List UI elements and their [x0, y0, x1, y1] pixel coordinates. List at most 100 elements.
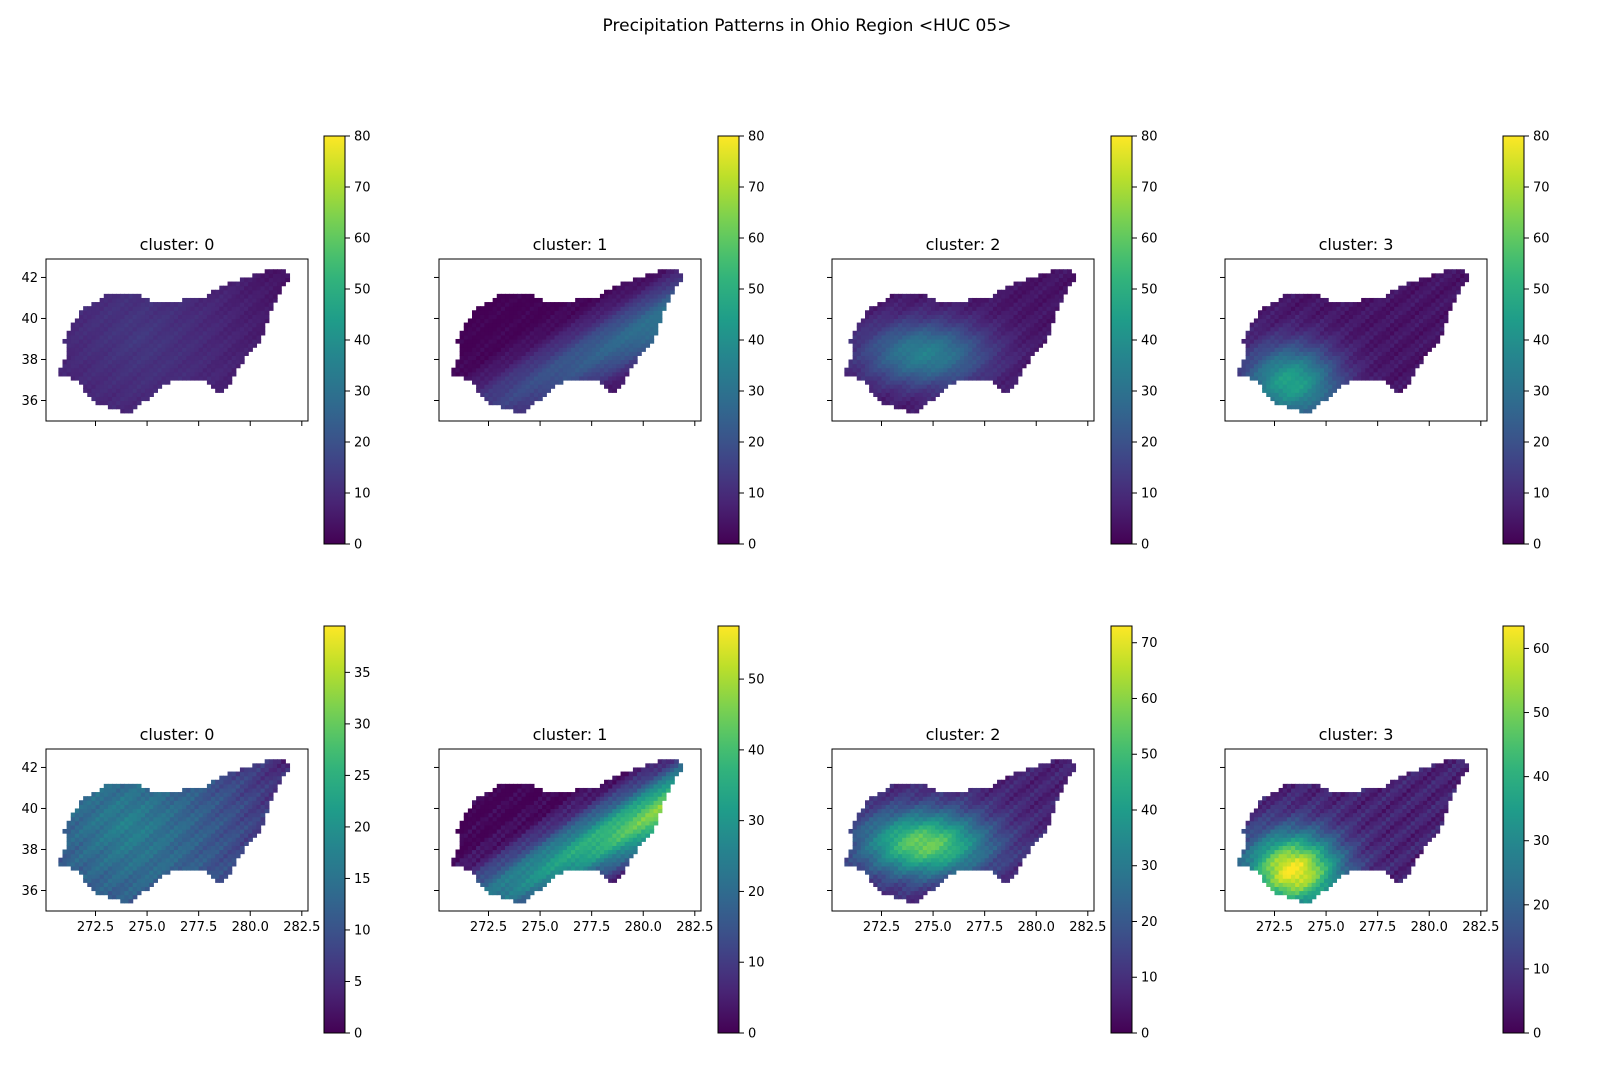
heatmap-cell	[1319, 306, 1325, 311]
heatmap-cell	[219, 314, 225, 320]
colorbar	[1502, 135, 1525, 545]
heatmap-cell	[1414, 314, 1420, 320]
heatmap-cell	[959, 351, 965, 356]
heatmap-cell	[898, 355, 903, 361]
heatmap-cell	[513, 302, 518, 307]
heatmap-cell	[538, 388, 543, 393]
heatmap-cell	[992, 293, 998, 299]
heatmap-cell	[591, 318, 597, 324]
heatmap-cell	[211, 384, 216, 389]
heatmap-cell	[869, 363, 874, 369]
heatmap-cell	[264, 277, 270, 283]
heatmap-cell	[885, 363, 891, 369]
heatmap-cell	[980, 363, 986, 369]
heatmap-cell	[538, 367, 543, 373]
heatmap-cell	[616, 314, 622, 320]
heatmap-cell	[865, 351, 870, 356]
heatmap-cell	[1435, 314, 1441, 320]
heatmap-cell	[620, 334, 626, 340]
heatmap-cell	[1303, 367, 1309, 373]
heatmap-cell	[198, 367, 204, 373]
heatmap-cell	[604, 371, 609, 377]
heatmap-cell	[1303, 293, 1309, 299]
colorbar-tick-label: 70	[354, 181, 371, 196]
heatmap-cell	[1373, 314, 1379, 320]
heatmap-cell	[66, 367, 72, 373]
heatmap-cell	[1001, 330, 1006, 336]
heatmap-cell	[99, 384, 105, 389]
heatmap-cell	[1050, 302, 1056, 307]
heatmap-cell	[881, 400, 887, 406]
heatmap-cell	[488, 359, 494, 365]
heatmap-cell	[922, 310, 928, 315]
heatmap-cell	[1377, 330, 1383, 336]
heatmap-cell	[1299, 388, 1304, 393]
heatmap-cell	[1295, 322, 1300, 328]
heatmap-cell	[277, 285, 282, 291]
heatmap-cell	[505, 351, 510, 356]
heatmap-cell	[132, 869, 138, 875]
heatmap-cell	[546, 330, 552, 336]
heatmap-cell	[178, 347, 183, 352]
heatmap-cell	[509, 375, 514, 381]
heatmap-cell	[1030, 326, 1035, 332]
heatmap-cell	[935, 347, 940, 352]
heatmap-cell	[488, 322, 494, 328]
heatmap-cell	[852, 334, 858, 340]
heatmap-cell	[70, 833, 76, 838]
heatmap-cell	[79, 804, 84, 810]
heatmap-cell	[624, 347, 630, 352]
heatmap-cell	[964, 330, 969, 336]
heatmap-cell	[1402, 351, 1408, 356]
heatmap-cell	[931, 338, 936, 344]
heatmap-cell	[244, 306, 249, 311]
heatmap-cell	[186, 371, 192, 377]
heatmap-cell	[1394, 318, 1399, 324]
heatmap-cell	[87, 869, 92, 875]
heatmap-cell	[554, 338, 560, 344]
heatmap-cell	[480, 322, 485, 328]
heatmap-cell	[1377, 359, 1383, 365]
heatmap-cell	[128, 408, 134, 414]
heatmap-cell	[198, 314, 204, 320]
heatmap-cell	[1311, 330, 1317, 336]
heatmap-cell	[463, 355, 469, 361]
heatmap-cell	[558, 302, 564, 307]
heatmap-cell	[128, 314, 134, 320]
heatmap-cell	[955, 363, 961, 369]
heatmap-cell	[1025, 330, 1031, 336]
heatmap-cell	[260, 293, 266, 299]
heatmap-cell	[1299, 379, 1304, 385]
heatmap-cell	[632, 281, 638, 287]
heatmap-cell	[670, 289, 675, 295]
heatmap-cell	[87, 804, 92, 810]
heatmap-cell	[976, 375, 982, 381]
heatmap-cell	[1307, 351, 1313, 356]
heatmap-cell	[120, 359, 125, 365]
heatmap-cell	[955, 375, 961, 381]
heatmap-cell	[1299, 384, 1304, 389]
heatmap-cell	[87, 861, 92, 867]
heatmap-cell	[587, 338, 593, 344]
heatmap-cell	[95, 812, 101, 818]
subplot-title: cluster: 3	[1319, 235, 1394, 254]
heatmap-cell	[529, 392, 535, 397]
heatmap-cell	[943, 351, 949, 356]
heatmap-cell	[505, 375, 510, 381]
heatmap-cell	[83, 314, 88, 320]
heatmap-cell	[1278, 367, 1284, 373]
heatmap-cell	[624, 367, 630, 373]
heatmap-cell	[1324, 392, 1329, 397]
heatmap-cell	[632, 289, 638, 295]
heatmap-cell	[571, 322, 576, 328]
heatmap-cell	[939, 379, 945, 385]
heatmap-cell	[566, 351, 572, 356]
heatmap-cell	[1299, 302, 1304, 307]
heatmap-cell	[178, 343, 183, 348]
heatmap-cell	[1377, 371, 1383, 377]
heatmap-cell	[595, 375, 601, 381]
heatmap-cell	[256, 330, 262, 336]
heatmap-cell	[922, 297, 928, 303]
heatmap-cell	[1017, 330, 1023, 336]
heatmap-cell	[1005, 330, 1011, 336]
